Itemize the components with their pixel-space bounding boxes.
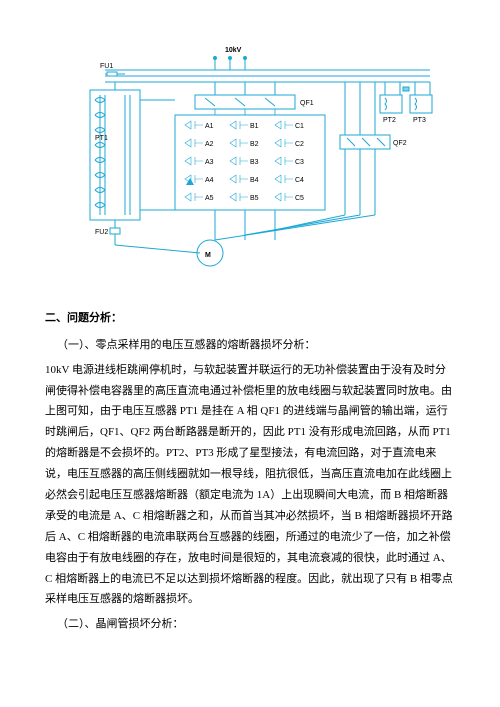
svg-text:C2: C2 [295, 141, 304, 148]
svg-text:C5: C5 [295, 195, 304, 202]
svg-text:B5: B5 [250, 195, 259, 202]
svg-text:A5: A5 [205, 195, 214, 202]
section-title: 二、问题分析： [45, 308, 455, 329]
fu1-label: FU1 [100, 63, 113, 70]
svg-text:A3: A3 [205, 159, 214, 166]
analysis-paragraph-1: 10kV 电源进线柜跳闸停机时，与软起装置并联运行的无功补偿装置由于没有及时分闸… [45, 360, 455, 611]
sub1-title: （一）、零点采样用的电压互感器的熔断器损坏分析： [57, 335, 455, 356]
pt2-label: PT2 [383, 117, 396, 124]
pt1-label: PT1 [95, 135, 108, 142]
svg-text:C3: C3 [295, 159, 304, 166]
svg-text:B2: B2 [250, 141, 259, 148]
svg-text:C4: C4 [295, 177, 304, 184]
svg-text:A1: A1 [205, 123, 214, 130]
sub2-title: （二）、晶闸管损坏分析： [57, 614, 455, 635]
svg-text:B4: B4 [250, 177, 259, 184]
circuit-diagram: 10kV FU1 PT1 FU2 [45, 40, 455, 270]
svg-text:A4: A4 [205, 177, 214, 184]
qf1-label: QF1 [300, 100, 314, 107]
svg-text:B1: B1 [250, 123, 259, 130]
fu2-label: FU2 [95, 229, 108, 236]
pt3-label: PT3 [413, 117, 426, 124]
motor-label: M [205, 252, 211, 259]
voltage-label: 10kV [225, 47, 242, 54]
qf2-label: QF2 [393, 140, 407, 147]
svg-text:A2: A2 [205, 141, 214, 148]
svg-text:C1: C1 [295, 123, 304, 130]
svg-text:B3: B3 [250, 159, 259, 166]
